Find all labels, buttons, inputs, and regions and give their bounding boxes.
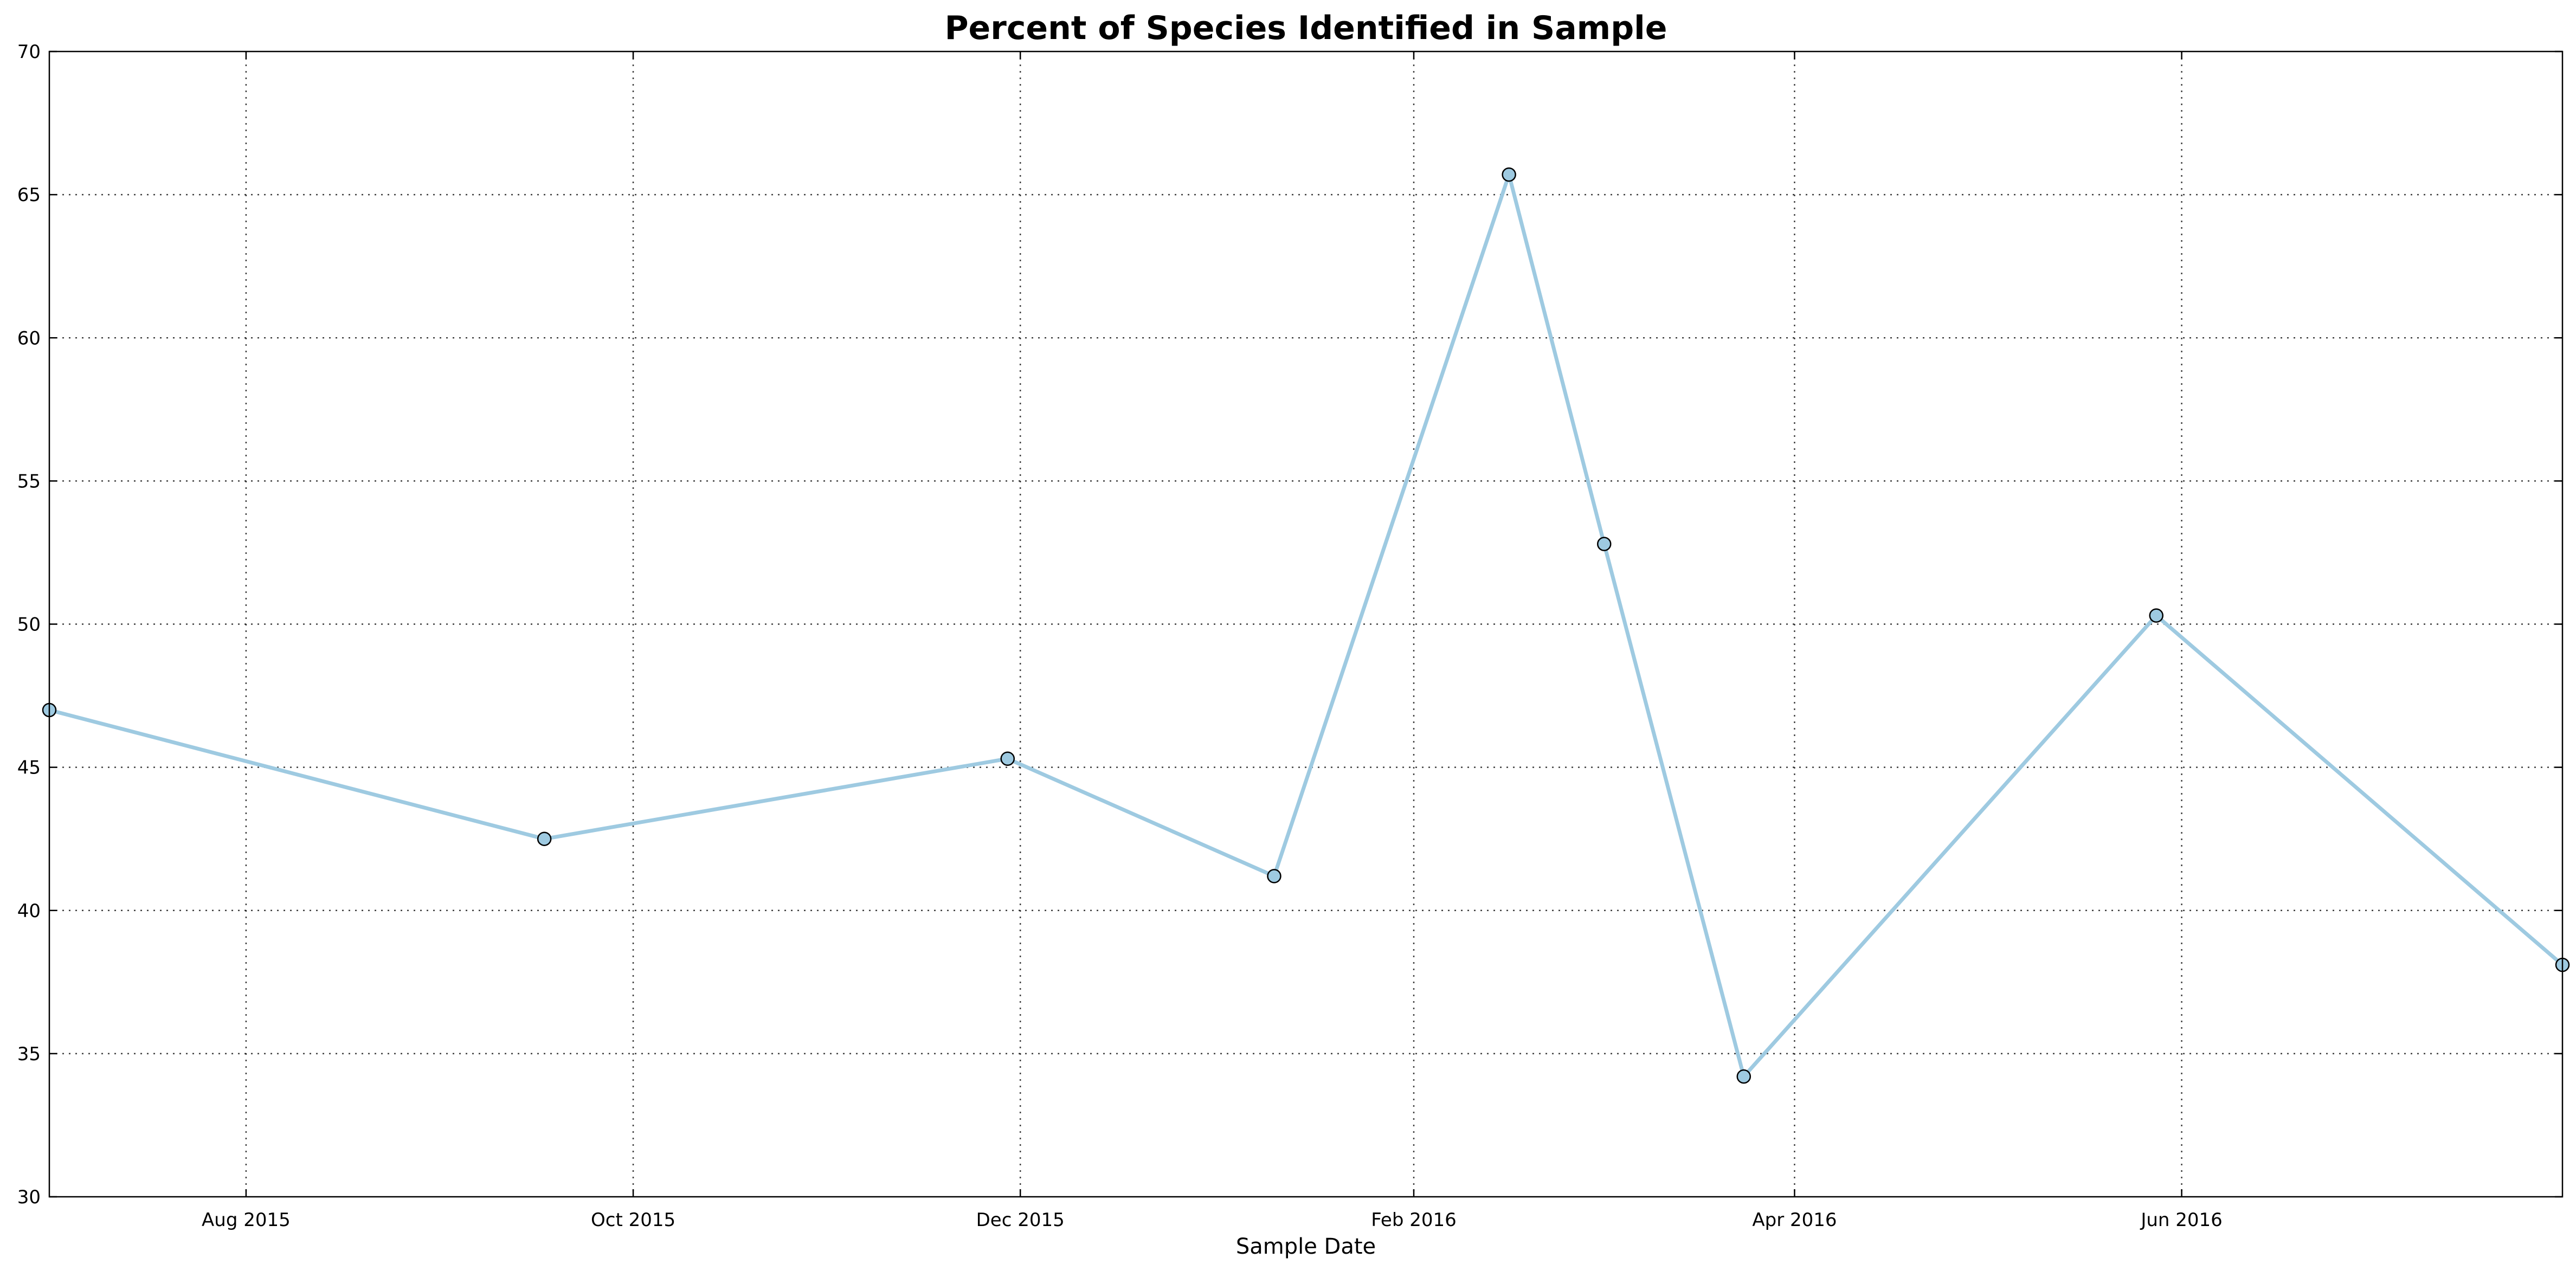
grid: [49, 51, 2562, 1197]
x-axis-label: Sample Date: [1236, 1234, 1376, 1259]
y-tick-label: 65: [17, 184, 41, 206]
y-tick-label: 35: [17, 1043, 41, 1065]
x-tick-label: Apr 2016: [1752, 1209, 1837, 1231]
chart-title: Percent of Species Identified in Sample: [945, 9, 1667, 47]
y-tick-label: 50: [17, 614, 41, 636]
data-point: [2149, 608, 2163, 623]
data-point: [1736, 1069, 1751, 1084]
data-point: [1596, 537, 1612, 551]
x-tick-label: Feb 2016: [1371, 1209, 1457, 1231]
x-tick-label: Oct 2015: [591, 1209, 675, 1231]
ticks: Aug 2015 Oct 2015 Dec 2015 Feb 2016 Apr 2016…: [17, 41, 2562, 1231]
data-point: [1267, 869, 1281, 883]
x-tick-label: Aug 2015: [202, 1209, 291, 1231]
series-layer: [42, 167, 2570, 1084]
y-tick-label: 30: [17, 1186, 41, 1208]
data-point: [1502, 167, 1516, 182]
y-tick-label: 55: [17, 470, 41, 492]
data-point: [537, 831, 552, 846]
x-tick-label: Jun 2016: [2140, 1209, 2222, 1231]
y-tick-label: 45: [17, 757, 41, 779]
y-tick-label: 40: [17, 900, 41, 922]
x-tick-label: Dec 2015: [976, 1209, 1065, 1231]
y-tick-label: 60: [17, 327, 41, 349]
y-tick-label: 70: [17, 41, 41, 63]
data-point: [1000, 751, 1015, 766]
